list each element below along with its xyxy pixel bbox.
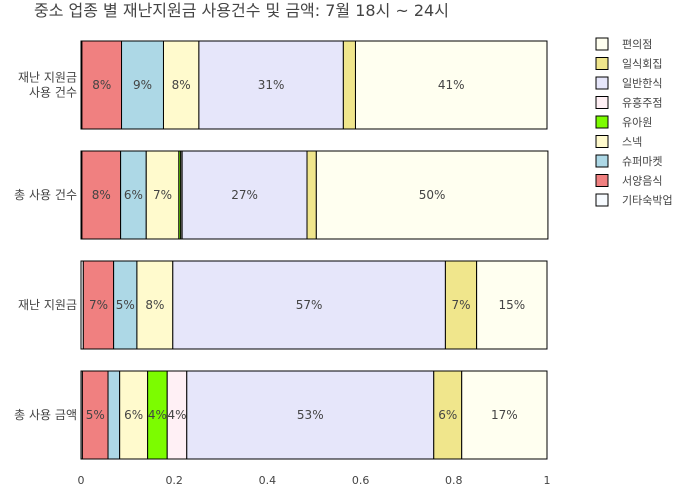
bar-segment bbox=[198, 40, 344, 130]
bar-segment bbox=[342, 40, 356, 130]
data-label: 53% bbox=[297, 408, 324, 422]
bar-segment bbox=[476, 260, 548, 350]
legend-item: 슈퍼마켓 bbox=[595, 154, 662, 168]
legend-label: 스넥 bbox=[622, 136, 642, 149]
x-tick-label: 0.8 bbox=[445, 474, 463, 487]
data-label: 8% bbox=[92, 188, 111, 202]
data-label: 4% bbox=[167, 408, 186, 422]
x-tick-label: 0 bbox=[78, 474, 85, 487]
bar-segment bbox=[81, 150, 122, 240]
category-label: 재난 지원금 bbox=[18, 71, 77, 85]
data-label: 17% bbox=[491, 408, 518, 422]
bar-segment bbox=[107, 370, 121, 460]
x-tick-label: 0.4 bbox=[259, 474, 277, 487]
data-label: 5% bbox=[86, 408, 105, 422]
bar-segment bbox=[136, 260, 174, 350]
data-label: 6% bbox=[124, 408, 143, 422]
bar-segment bbox=[145, 150, 180, 240]
data-label: 57% bbox=[296, 298, 323, 312]
bar-segment bbox=[121, 40, 164, 130]
legend-swatch bbox=[595, 154, 609, 168]
legend-item: 일식회집 bbox=[595, 57, 662, 71]
bar-segment bbox=[354, 40, 548, 130]
data-label: 31% bbox=[258, 78, 285, 92]
category-label: 재난 지원금 bbox=[18, 298, 77, 312]
bar-segment bbox=[461, 370, 548, 460]
bar-segment bbox=[315, 150, 549, 240]
legend-swatch bbox=[595, 115, 609, 129]
category-label: 총 사용 금액 bbox=[14, 408, 77, 422]
data-label: 15% bbox=[498, 298, 525, 312]
data-label: 8% bbox=[92, 78, 111, 92]
data-label: 50% bbox=[419, 188, 446, 202]
data-label: 6% bbox=[438, 408, 457, 422]
bar-segment bbox=[444, 260, 478, 350]
legend-item: 편의점 bbox=[595, 37, 652, 51]
legend-label: 유흥주점 bbox=[622, 96, 662, 110]
data-label: 7% bbox=[451, 298, 470, 312]
legend-label: 유아원 bbox=[622, 116, 652, 129]
x-tick-label: 1 bbox=[544, 474, 551, 487]
data-label: 7% bbox=[89, 298, 108, 312]
legend-swatch bbox=[595, 174, 609, 187]
legend-label: 일반한식 bbox=[622, 76, 662, 90]
bar-segment bbox=[120, 150, 147, 240]
data-label: 8% bbox=[172, 78, 191, 92]
legend-item: 일반한식 bbox=[595, 76, 662, 90]
legend-label: 일식회집 bbox=[622, 57, 662, 71]
x-axis: 0 0.2 0.4 0.6 0.8 1 bbox=[78, 474, 551, 487]
legend-label: 서양음식 bbox=[622, 175, 662, 188]
bar-segment bbox=[119, 370, 149, 460]
data-label: 41% bbox=[438, 78, 465, 92]
data-label: 6% bbox=[124, 188, 143, 202]
x-tick-label: 0.6 bbox=[352, 474, 370, 487]
legend-label: 슈퍼마켓 bbox=[622, 155, 662, 168]
chart-title: 중소 업종 별 재난지원금 사용건수 및 금액: 7월 18시 ~ 24시 bbox=[34, 1, 449, 20]
bar-segment bbox=[81, 370, 109, 460]
data-label: 27% bbox=[231, 188, 258, 202]
legend-item: 유흥주점 bbox=[595, 96, 662, 110]
category-label: 총 사용 건수 bbox=[14, 188, 77, 202]
legend-label: 편의점 bbox=[622, 38, 652, 51]
legend-swatch bbox=[595, 57, 609, 70]
legend-item: 스넥 bbox=[595, 135, 642, 149]
legend-label: 기타숙박업 bbox=[622, 194, 673, 207]
data-label: 4% bbox=[148, 408, 167, 422]
category-label: 사용 건수 bbox=[29, 86, 77, 100]
legend-swatch bbox=[595, 37, 609, 51]
bar-segment bbox=[172, 260, 446, 350]
legend-swatch bbox=[595, 76, 609, 90]
bar-segment bbox=[82, 260, 115, 350]
bars-layer bbox=[80, 40, 549, 460]
data-label: 7% bbox=[153, 188, 172, 202]
x-tick-label: 0.2 bbox=[165, 474, 183, 487]
legend-item: 유아원 bbox=[595, 115, 652, 129]
legend-swatch bbox=[595, 193, 609, 207]
data-label: 8% bbox=[145, 298, 164, 312]
bar-segment bbox=[186, 370, 435, 460]
data-label: 9% bbox=[133, 78, 152, 92]
legend-item: 기타숙박업 bbox=[595, 193, 673, 207]
data-label: 5% bbox=[116, 298, 135, 312]
bar-segment bbox=[306, 150, 317, 240]
legend-item: 서양음식 bbox=[595, 174, 662, 188]
legend-swatch bbox=[595, 135, 609, 148]
legend-swatch bbox=[595, 96, 609, 109]
